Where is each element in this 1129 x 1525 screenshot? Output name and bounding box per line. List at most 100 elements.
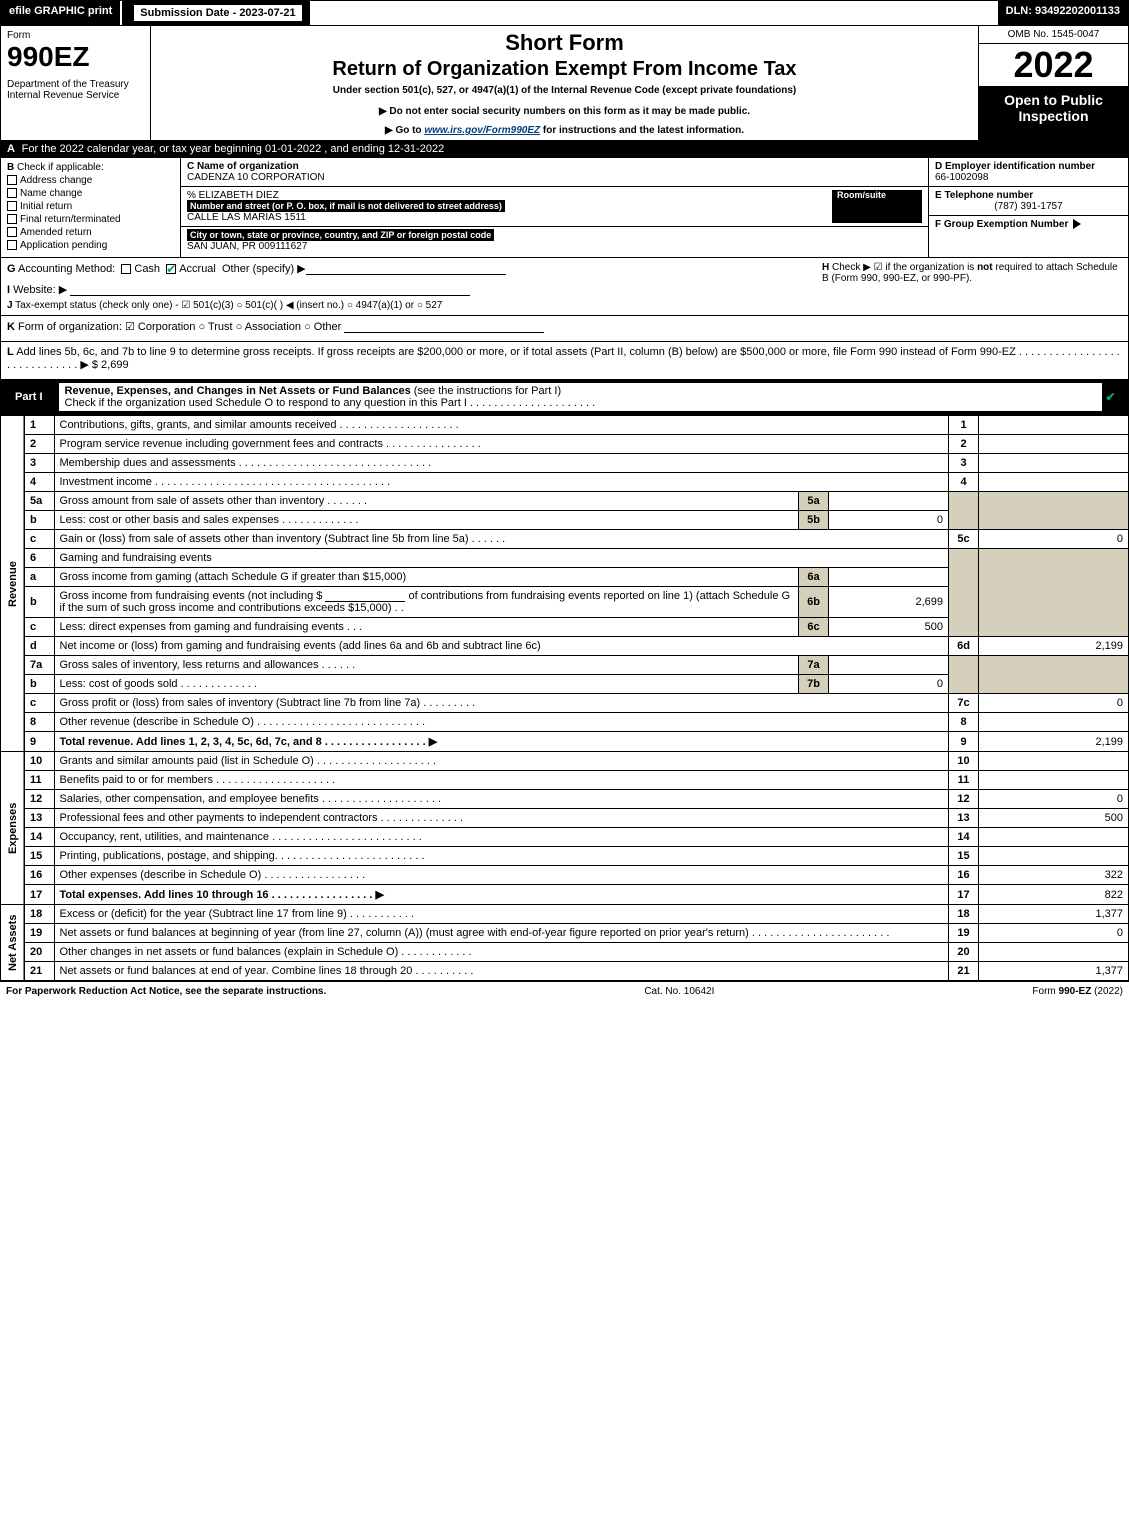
d-label: D (935, 161, 942, 172)
ln8-rv (979, 713, 1129, 732)
ln20-rv (979, 943, 1129, 962)
omb-number: OMB No. 1545-0047 (979, 26, 1128, 44)
g-accrual: Accrual (179, 263, 216, 275)
ln2-rn: 2 (949, 435, 979, 454)
c-name: CADENZA 10 CORPORATION (187, 172, 325, 183)
c-name-hdr: Name of organization (197, 161, 299, 172)
ln1: 1 (24, 416, 54, 435)
g-accrual-box[interactable] (166, 264, 176, 274)
do-not-ssn: ▶ Do not enter social security numbers o… (157, 106, 972, 117)
ln13-rn: 13 (949, 809, 979, 828)
ln7a-sn: 7a (799, 656, 829, 675)
b-opt-name[interactable]: Name change (7, 188, 174, 199)
ln10-rv (979, 752, 1129, 771)
f-hdr: Group Exemption Number (944, 219, 1068, 230)
under-section: Under section 501(c), 527, or 4947(a)(1)… (157, 85, 972, 96)
form-header: Form 990EZ Department of the Treasury In… (0, 26, 1129, 141)
part-i-title: Revenue, Expenses, and Changes in Net As… (59, 383, 1102, 411)
goto-link[interactable]: www.irs.gov/Form990EZ (424, 125, 540, 136)
c-name-row: C Name of organization CADENZA 10 CORPOR… (181, 158, 928, 187)
ln16-rn: 16 (949, 866, 979, 885)
ln21-rv: 1,377 (979, 962, 1129, 981)
ln5b-text: Less: cost or other basis and sales expe… (54, 511, 799, 530)
ln6b-sn: 6b (799, 587, 829, 618)
c-street-row: % ELIZABETH DIEZ Number and street (or P… (181, 187, 928, 227)
ln18-rv: 1,377 (979, 905, 1129, 924)
h-not: not (977, 262, 993, 273)
b-opt-amended[interactable]: Amended return (7, 227, 174, 238)
ln5c-rn: 5c (949, 530, 979, 549)
tax-year: 2022 (979, 44, 1128, 86)
ln1-rv (979, 416, 1129, 435)
b-label: B (7, 162, 14, 173)
ln18-rn: 18 (949, 905, 979, 924)
ln13-text: Professional fees and other payments to … (54, 809, 949, 828)
c-city: SAN JUAN, PR 009111627 (187, 241, 307, 252)
ln19-rn: 19 (949, 924, 979, 943)
ln21: 21 (24, 962, 54, 981)
e-label: E (935, 190, 942, 201)
part-i-check[interactable] (1102, 391, 1122, 403)
footer-right-post: (2022) (1091, 986, 1123, 997)
b-opt-initial[interactable]: Initial return (7, 201, 174, 212)
i-website-line[interactable] (70, 284, 470, 296)
ln7b-text: Less: cost of goods sold . . . . . . . .… (54, 675, 799, 694)
ln6-text: Gaming and fundraising events (54, 549, 949, 568)
entity-block: B Check if applicable: Address change Na… (0, 158, 1129, 258)
g-cash: Cash (134, 263, 160, 275)
ln19-text: Net assets or fund balances at beginning… (54, 924, 949, 943)
g-other-line[interactable] (306, 263, 506, 275)
k-label: K (7, 321, 15, 333)
ln6b-blank[interactable] (325, 590, 405, 602)
ln7ab-grey (949, 656, 979, 694)
ln15-text: Printing, publications, postage, and shi… (54, 847, 949, 866)
ln5b-sn: 5b (799, 511, 829, 530)
ln3-text: Membership dues and assessments . . . . … (54, 454, 949, 473)
ln6a-sn: 6a (799, 568, 829, 587)
ln18: 18 (24, 905, 54, 924)
ln7a-sv (829, 656, 949, 675)
ln2: 2 (24, 435, 54, 454)
ln19: 19 (24, 924, 54, 943)
ln6b-sv: 2,699 (829, 587, 949, 618)
l-val: 2,699 (101, 359, 129, 371)
topbar-spacer (310, 1, 998, 25)
ln6-grey (949, 549, 979, 637)
form-number: 990EZ (7, 41, 144, 73)
ln7a-text: Gross sales of inventory, less returns a… (54, 656, 799, 675)
row-gh: G Accounting Method: Cash Accrual Other … (7, 262, 1122, 275)
ln11-rn: 11 (949, 771, 979, 790)
ln12: 12 (24, 790, 54, 809)
expenses-side-label: Expenses (1, 752, 25, 905)
g-text: Accounting Method: (18, 263, 115, 275)
section-k: K Form of organization: ☑ Corporation ○ … (1, 315, 1128, 337)
footer-right-b: 990-EZ (1059, 986, 1092, 997)
b-opt-final[interactable]: Final return/terminated (7, 214, 174, 225)
b-opt-address[interactable]: Address change (7, 175, 174, 186)
k-text: Form of organization: ☑ Corporation ○ Tr… (18, 321, 341, 333)
header-left: Form 990EZ Department of the Treasury In… (1, 26, 151, 140)
ln6a-text: Gross income from gaming (attach Schedul… (54, 568, 799, 587)
ln5b-sv: 0 (829, 511, 949, 530)
ln11-rv (979, 771, 1129, 790)
ln15: 15 (24, 847, 54, 866)
ln3-rv (979, 454, 1129, 473)
footer-right-pre: Form (1032, 986, 1058, 997)
efile-label[interactable]: efile GRAPHIC print (1, 1, 120, 25)
g-cash-box[interactable] (121, 264, 131, 274)
c-city-hdr: City or town, state or province, country… (187, 229, 494, 241)
l-label: L (7, 346, 14, 358)
ln12-rv: 0 (979, 790, 1129, 809)
goto-post: for instructions and the latest informat… (543, 125, 744, 136)
k-other-line[interactable] (344, 321, 544, 333)
page-footer: For Paperwork Reduction Act Notice, see … (0, 981, 1129, 1001)
b-opt-pending[interactable]: Application pending (7, 240, 174, 251)
e-hdr: Telephone number (944, 190, 1033, 201)
ln16-rv: 322 (979, 866, 1129, 885)
ln14-rn: 14 (949, 828, 979, 847)
dln: DLN: 93492202001133 (998, 1, 1128, 25)
ln19-rv: 0 (979, 924, 1129, 943)
ln6a: a (24, 568, 54, 587)
j-text: Tax-exempt status (check only one) - ☑ 5… (15, 300, 442, 311)
ln8-text: Other revenue (describe in Schedule O) .… (54, 713, 949, 732)
